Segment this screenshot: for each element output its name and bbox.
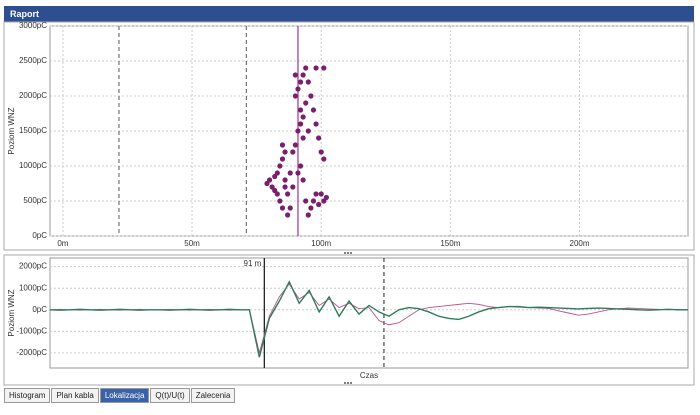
point — [321, 156, 327, 162]
point — [305, 212, 311, 218]
y-tick-label: 0pC — [32, 231, 47, 240]
expander[interactable] — [344, 382, 352, 384]
expander[interactable] — [344, 252, 352, 254]
tab[interactable]: Histogram — [4, 388, 51, 403]
point — [295, 170, 301, 176]
point — [310, 107, 317, 113]
point — [305, 79, 311, 85]
point — [295, 128, 301, 134]
point — [292, 142, 298, 148]
point — [318, 191, 324, 197]
tab[interactable]: Plan kabla — [51, 388, 99, 403]
y-tick-label: -2000pC — [16, 348, 47, 357]
point — [272, 173, 278, 180]
point — [313, 191, 319, 197]
point — [303, 65, 309, 71]
x-tick-label: 150m — [440, 239, 460, 248]
point — [277, 198, 283, 204]
point — [297, 107, 304, 113]
reference-label: 91 m — [244, 259, 262, 268]
point — [297, 163, 304, 169]
point — [313, 65, 319, 71]
y-tick-label: 2500pC — [19, 56, 47, 65]
tab[interactable]: Lokalizacja — [99, 388, 150, 403]
point — [274, 191, 280, 197]
charts: 0pC 500pC 1000pC 1500pC 2000pC 2500pC 3000pC 0m… — [3, 21, 695, 386]
point — [297, 121, 304, 127]
point — [290, 184, 296, 190]
x-tick-label: 0m — [57, 239, 68, 248]
point — [300, 114, 306, 120]
point — [323, 194, 329, 201]
x-tick-label: 50m — [184, 239, 200, 248]
point — [300, 177, 306, 183]
bottom-panel — [3, 254, 695, 386]
x-axis-label: Czas — [360, 371, 378, 380]
x-tick-label: 200m — [570, 239, 590, 248]
point — [318, 149, 324, 155]
point — [295, 86, 301, 92]
point — [285, 191, 291, 197]
line — [49, 280, 688, 358]
point — [292, 93, 298, 99]
point — [287, 205, 293, 211]
point — [321, 65, 327, 71]
point — [282, 184, 288, 190]
point — [277, 163, 283, 169]
point — [300, 135, 306, 141]
point — [285, 212, 291, 218]
point — [279, 156, 286, 162]
point — [308, 93, 314, 99]
point — [292, 72, 298, 78]
point — [264, 180, 270, 187]
y-tick-label: 1500pC — [19, 126, 47, 135]
tab-bar: Histogram Plan kabla Lokalizacja Q(t)/U(t) Z… — [4, 388, 236, 403]
point — [308, 205, 314, 211]
top-panel — [3, 21, 695, 251]
point — [313, 121, 319, 127]
tab[interactable]: Zalecenia — [190, 388, 236, 403]
y-tick-label: 1000pC — [19, 161, 47, 170]
point — [303, 100, 309, 106]
point — [303, 198, 309, 204]
y-tick-label: 500pC — [23, 196, 47, 205]
point — [279, 142, 286, 148]
point — [290, 149, 296, 155]
y-tick-label: 2000pC — [19, 91, 47, 100]
point — [316, 201, 322, 208]
point — [279, 205, 286, 211]
y-tick-label: -1000pC — [16, 326, 47, 335]
y-axis-label: Poziom WNZ — [7, 289, 16, 336]
window-title: Raport — [4, 6, 694, 22]
tab[interactable]: Q(t)/U(t) — [150, 388, 190, 403]
point — [282, 177, 288, 183]
y-tick-label: 2000pC — [19, 262, 47, 271]
y-tick-label: 1000pC — [19, 283, 47, 292]
point — [297, 79, 304, 85]
point — [316, 135, 322, 141]
point — [282, 149, 288, 155]
y-tick-label: 3000pC — [19, 21, 47, 30]
y-axis-label: Poziom WNZ — [7, 107, 16, 154]
point — [287, 170, 293, 176]
point — [310, 198, 317, 204]
y-tick-label: 0pC — [32, 305, 47, 314]
point — [300, 72, 306, 78]
point — [305, 128, 311, 134]
x-tick-label: 100m — [311, 239, 331, 248]
plot-area — [49, 257, 689, 369]
